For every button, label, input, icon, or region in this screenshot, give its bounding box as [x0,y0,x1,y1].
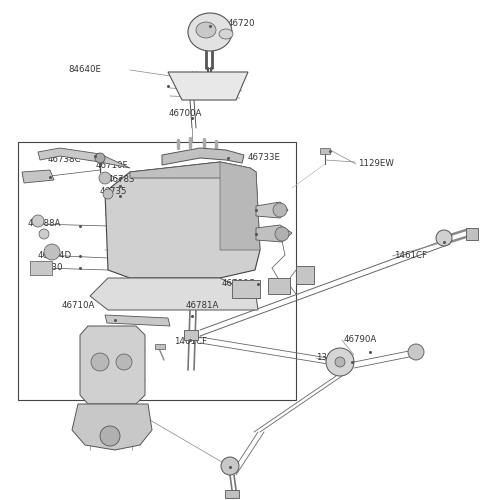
Bar [296,266,314,284]
Text: 95761A: 95761A [222,228,255,236]
Text: 46788A: 46788A [28,220,61,228]
Circle shape [326,348,354,376]
Text: 46720: 46720 [228,20,255,28]
Circle shape [39,229,49,239]
Polygon shape [38,148,130,168]
Text: 46730: 46730 [36,264,63,272]
Circle shape [95,153,105,163]
Circle shape [221,457,239,475]
Ellipse shape [188,13,232,51]
Polygon shape [22,170,54,183]
Text: 95840: 95840 [22,174,49,182]
Bar [466,228,478,240]
Text: 46718: 46718 [234,206,262,214]
Text: 46710A: 46710A [62,302,96,310]
Text: 46738C: 46738C [48,154,82,164]
Text: 46780C: 46780C [222,280,255,288]
Text: 46781A: 46781A [186,302,219,310]
Text: 46790A: 46790A [344,336,377,344]
Text: 46784D: 46784D [38,250,72,260]
Text: 1461CF: 1461CF [174,338,207,346]
Text: 84640E: 84640E [68,66,101,74]
Bar [268,278,290,294]
Polygon shape [162,148,244,165]
Polygon shape [256,202,288,218]
Circle shape [275,227,289,241]
Bar [184,330,198,340]
Text: 1339CD: 1339CD [316,354,350,362]
Bar [232,280,260,298]
Bar [18,142,296,400]
Bar [155,344,165,349]
Polygon shape [105,162,260,278]
Polygon shape [105,315,170,326]
Text: 46733E: 46733E [248,154,281,162]
Polygon shape [220,162,260,250]
Polygon shape [168,72,248,100]
Circle shape [116,354,132,370]
Text: 46735: 46735 [100,188,128,196]
Text: 1339CD: 1339CD [112,416,146,424]
Text: 46700A: 46700A [168,110,202,118]
Text: 46710F: 46710F [96,162,129,170]
Circle shape [103,189,113,199]
Text: 46783: 46783 [108,176,135,184]
Bar [30,261,52,275]
Circle shape [335,357,345,367]
Ellipse shape [196,22,216,38]
Circle shape [99,172,111,184]
Circle shape [44,244,60,260]
Circle shape [91,353,109,371]
Polygon shape [72,404,152,450]
Circle shape [436,230,452,246]
Ellipse shape [219,29,233,39]
Polygon shape [256,225,292,242]
Text: 1461CF: 1461CF [394,250,427,260]
Bar [320,148,330,154]
Circle shape [273,203,287,217]
Text: 1129EW: 1129EW [358,158,394,168]
Circle shape [32,215,44,227]
Circle shape [100,426,120,446]
Polygon shape [80,326,145,404]
Bar [225,490,239,498]
Circle shape [408,344,424,360]
Polygon shape [90,278,258,310]
Polygon shape [130,162,256,178]
